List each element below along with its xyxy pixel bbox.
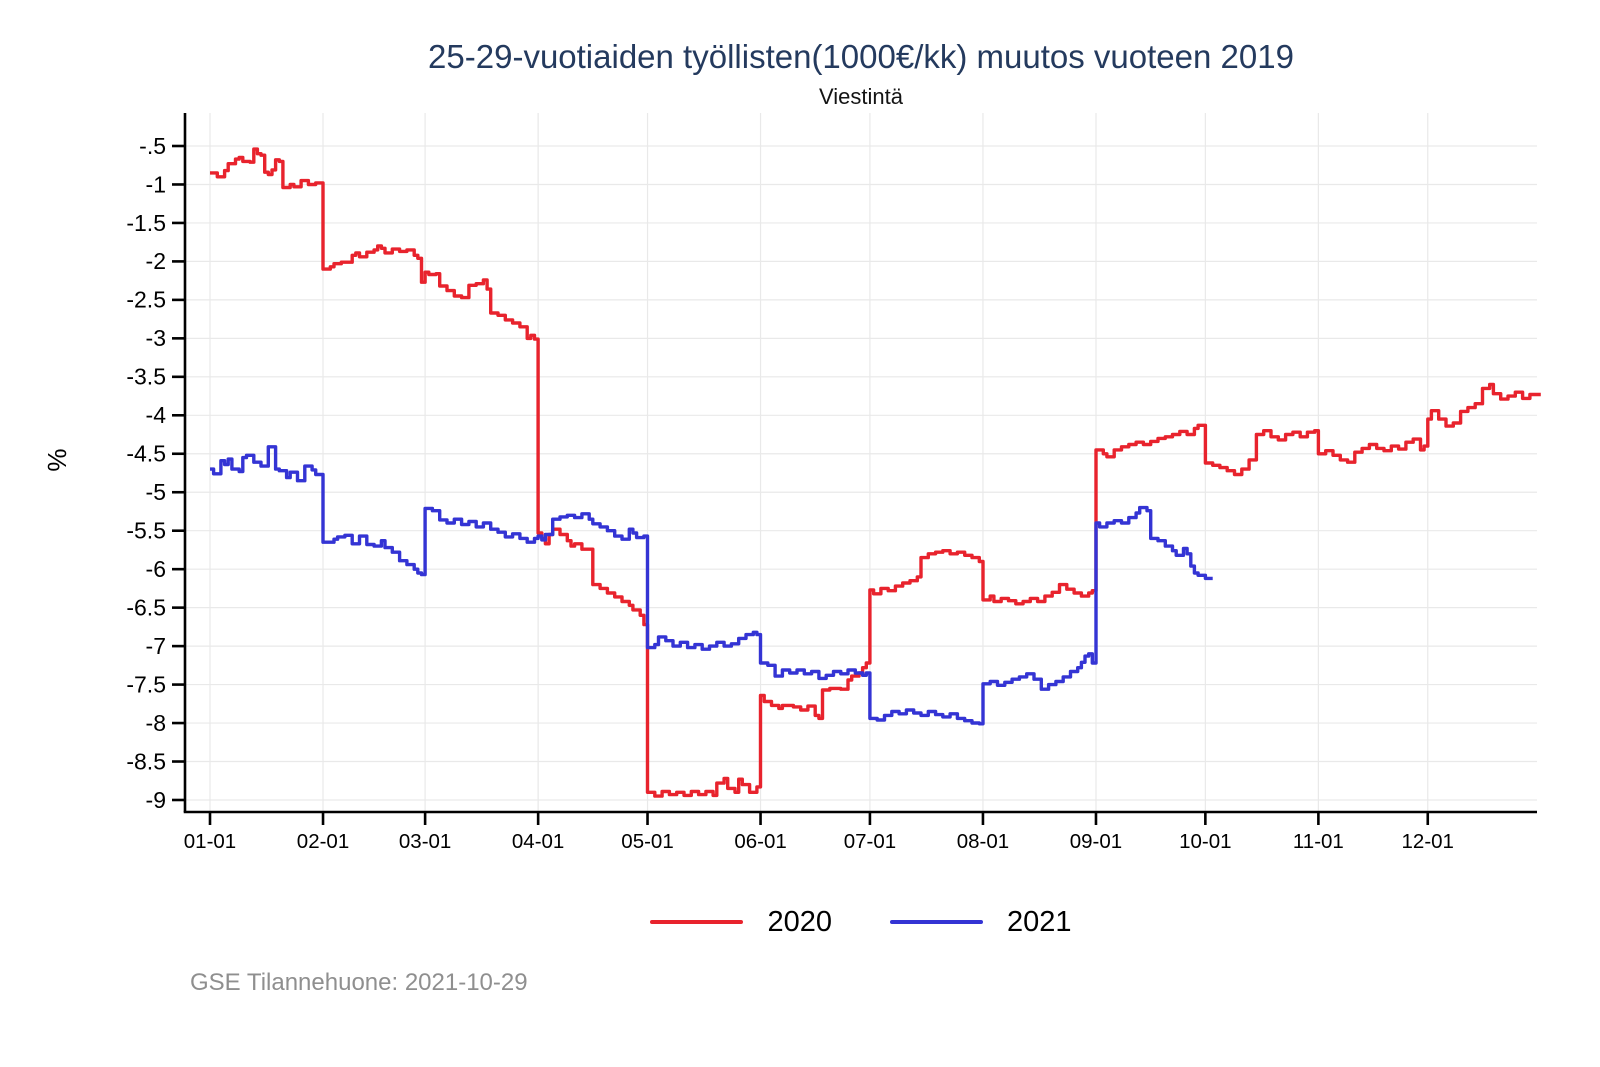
chart-subtitle: Viestintä xyxy=(819,84,903,109)
y-tick-label: -5.5 xyxy=(126,518,166,544)
y-tick-label: -1 xyxy=(146,171,166,197)
x-tick-label: 09-01 xyxy=(1070,830,1122,853)
x-tick-label: 10-01 xyxy=(1179,830,1231,853)
y-tick-label: -1.5 xyxy=(126,210,166,236)
y-tick-label: -4 xyxy=(146,402,167,428)
x-tick-label: 07-01 xyxy=(844,830,896,853)
series-2020-line xyxy=(210,147,1541,798)
x-tick-label: 03-01 xyxy=(399,830,451,853)
legend-line-2021-icon xyxy=(890,920,983,924)
x-tick-label: 02-01 xyxy=(297,830,349,853)
y-tick-label: -7 xyxy=(146,633,166,659)
x-tick-label: 01-01 xyxy=(184,830,236,853)
x-tick-label: 12-01 xyxy=(1402,830,1454,853)
y-tick-label: -7.5 xyxy=(126,671,166,697)
x-tick-label: 06-01 xyxy=(734,830,786,853)
y-tick-label: -3.5 xyxy=(126,364,166,390)
x-tick-label: 08-01 xyxy=(957,830,1009,853)
legend-label-2021: 2021 xyxy=(1007,905,1072,938)
y-tick-label: -4.5 xyxy=(126,441,166,467)
legend-item-2021: 2021 xyxy=(890,906,1072,939)
y-tick-label: -.5 xyxy=(139,133,166,159)
y-tick-label: -6 xyxy=(146,556,166,582)
tick-labels: -.5 -1 -1.5 -2 -2.5 -3 -3.5 -4 -4.5 -5 -5.5 -6 -6.5 -… xyxy=(42,133,1454,853)
y-tick-label: -8.5 xyxy=(126,748,166,774)
y-tick-label: -3 xyxy=(146,325,166,351)
chart-title: 25-29-vuotiaiden työllisten(1000€/kk) mu… xyxy=(428,38,1294,75)
y-tick-label: -2 xyxy=(146,248,166,274)
y-tick-label: -9 xyxy=(146,787,166,813)
legend-line-2020-icon xyxy=(650,920,744,924)
gridlines xyxy=(185,113,1537,812)
axes xyxy=(172,113,1537,825)
y-tick-label: -2.5 xyxy=(126,287,166,313)
source-caption: GSE Tilannehuone: 2021-10-29 xyxy=(190,969,528,996)
series-2021-line xyxy=(210,445,1213,726)
legend-label-2020: 2020 xyxy=(767,905,832,938)
x-tick-label: 11-01 xyxy=(1293,830,1344,853)
legend: 2020 2021 xyxy=(185,900,1537,944)
y-axis-label: % xyxy=(42,448,72,471)
x-tick-label: 04-01 xyxy=(512,830,564,853)
legend-item-2020: 2020 xyxy=(650,906,832,939)
y-tick-label: -8 xyxy=(146,710,166,736)
y-tick-label: -5 xyxy=(146,479,166,505)
y-tick-label: -6.5 xyxy=(126,594,166,620)
x-tick-label: 05-01 xyxy=(621,830,673,853)
